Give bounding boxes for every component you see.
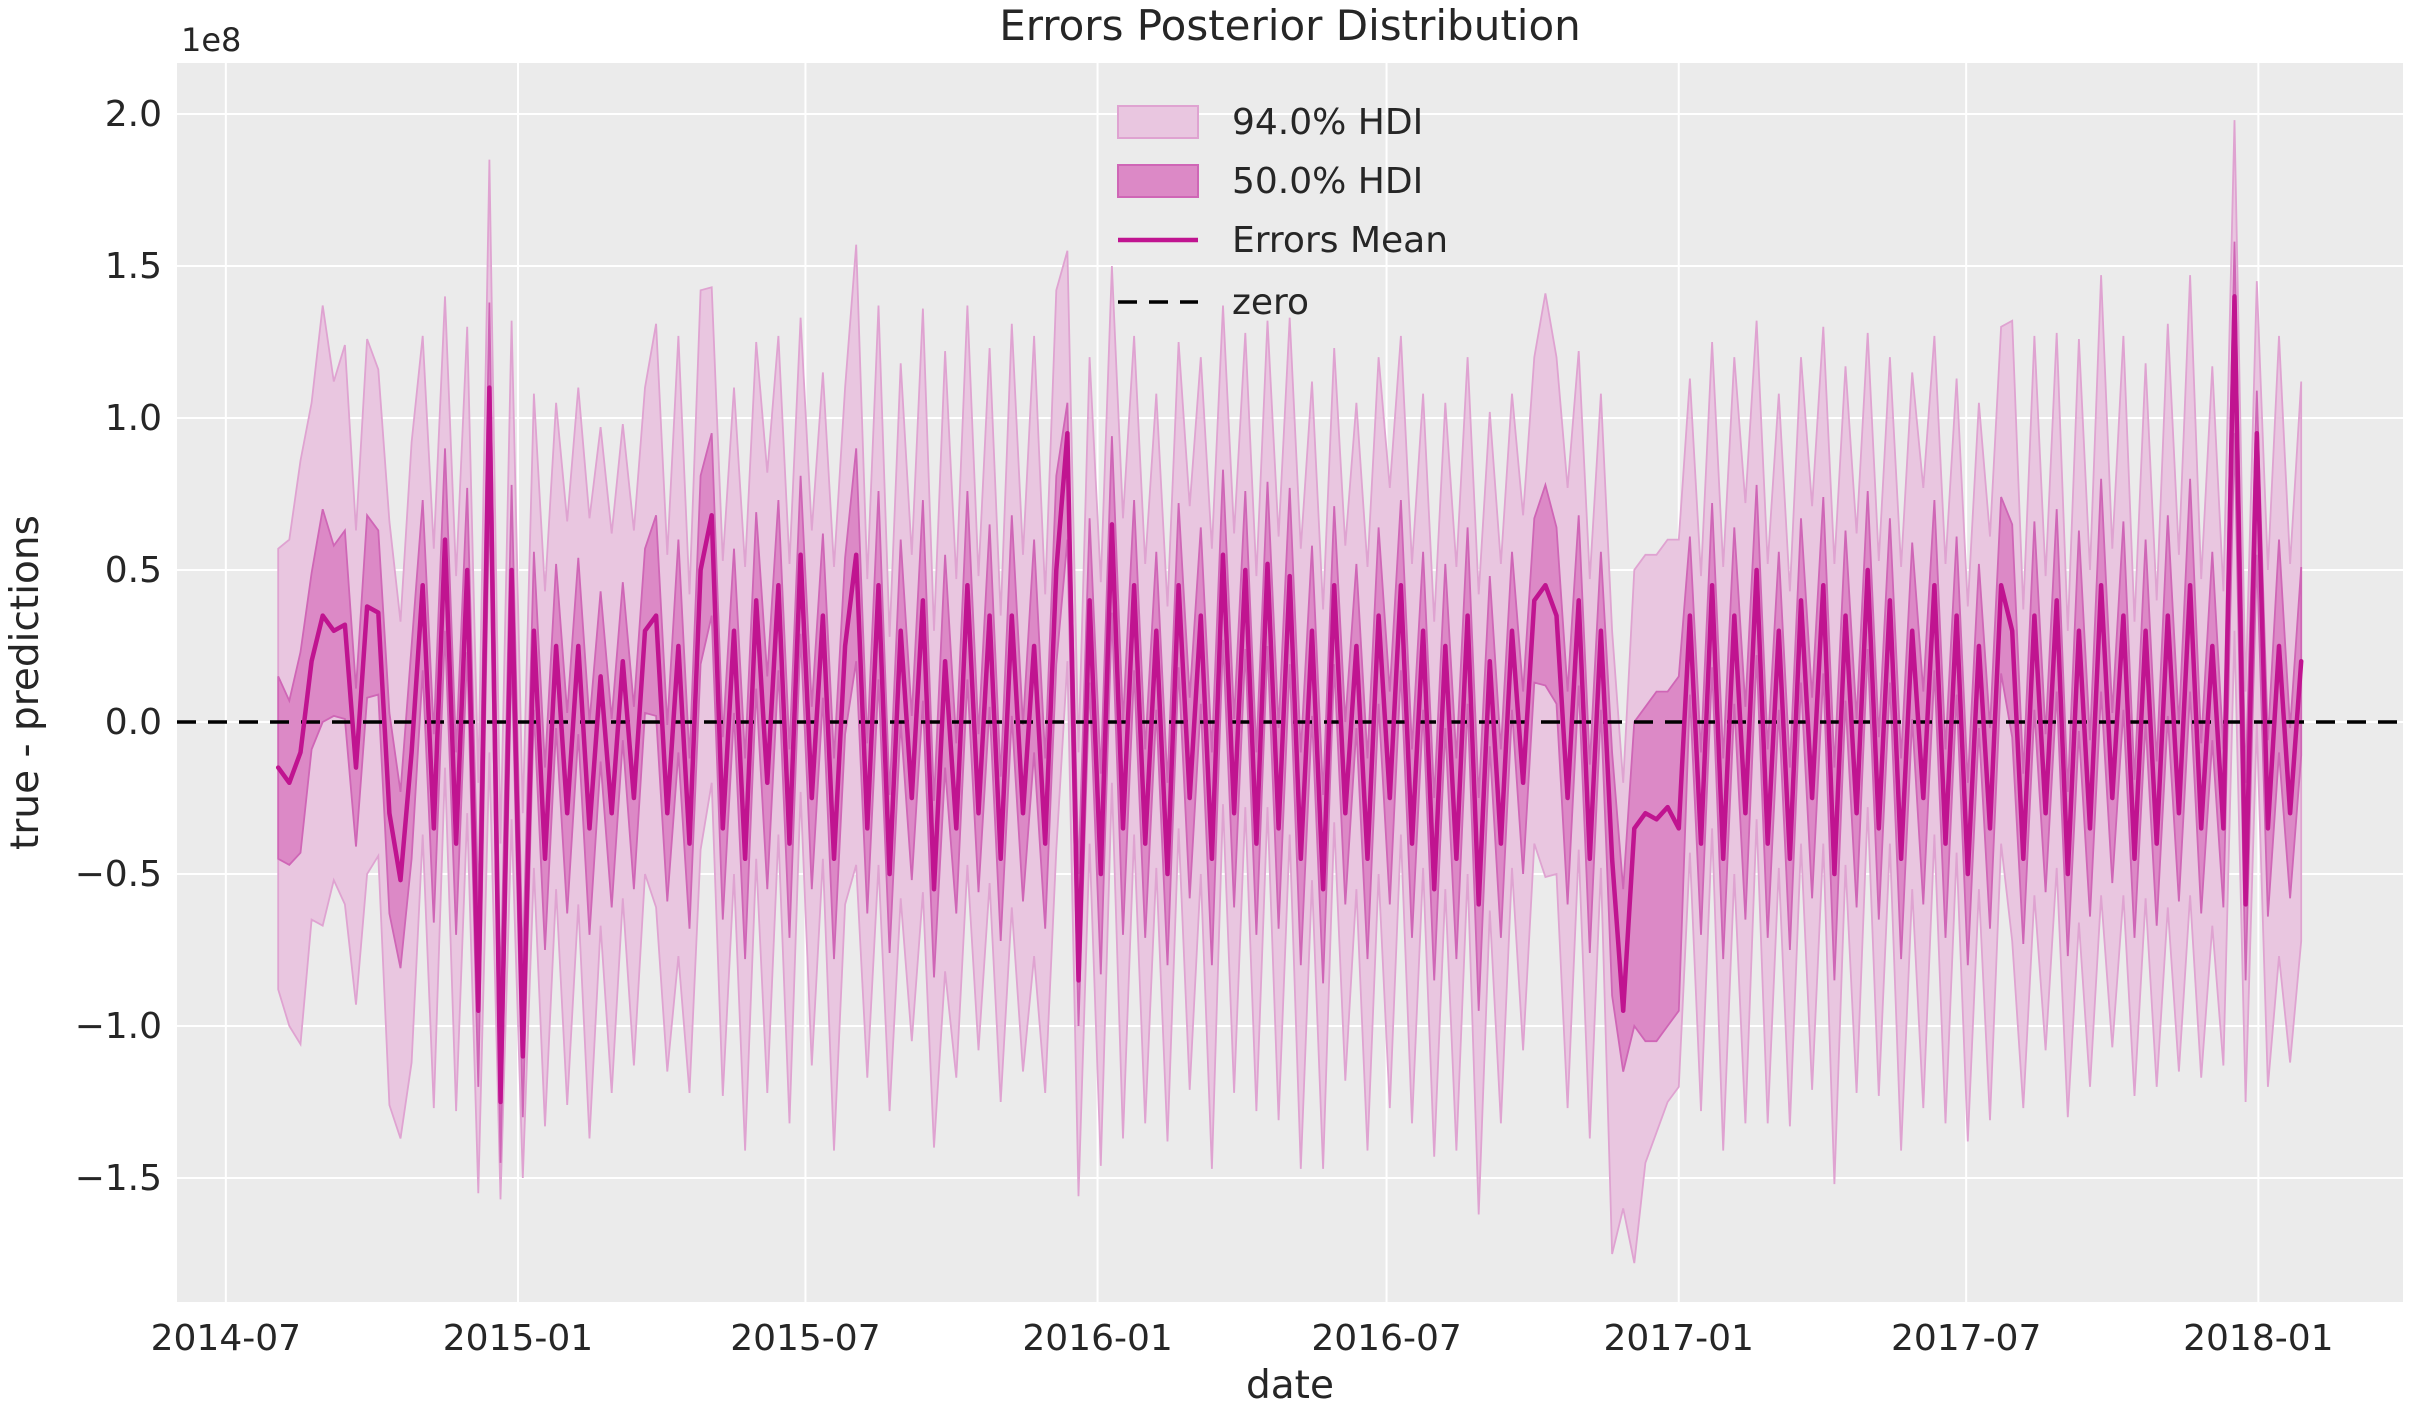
- legend-item-band50: 50.0% HDI: [1117, 161, 1423, 202]
- legend-label: Errors Mean: [1232, 220, 1448, 261]
- x-tick-label: 2017-01: [1604, 1318, 1754, 1359]
- legend-label: 50.0% HDI: [1232, 161, 1423, 202]
- chart-title: Errors Posterior Distribution: [999, 1, 1581, 50]
- x-axis-label: date: [1246, 1363, 1334, 1408]
- hdi94-band: [277, 120, 2303, 1264]
- y-tick-label: 0.5: [105, 550, 162, 591]
- x-tick-label: 2018-01: [2183, 1318, 2333, 1359]
- y-tick-label: 0.0: [105, 702, 162, 743]
- y-tick-label: −0.5: [75, 854, 162, 895]
- x-tick-label: 2015-01: [443, 1318, 593, 1359]
- legend-item-zero: zero: [1118, 282, 1309, 323]
- y-tick-label: −1.5: [75, 1158, 162, 1199]
- y-axis-label: true - predictions: [3, 515, 48, 850]
- x-tick-label: 2015-07: [730, 1318, 880, 1359]
- legend-item-band94: 94.0% HDI: [1117, 102, 1423, 143]
- band50-swatch: [1117, 164, 1199, 198]
- x-tick-label: 2014-07: [151, 1318, 301, 1359]
- errors-mean-line: [275, 294, 2304, 1105]
- axis-offset-text: 1e8: [181, 21, 241, 59]
- y-tick-label: 2.0: [105, 94, 162, 135]
- legend-label: 94.0% HDI: [1232, 102, 1423, 143]
- y-tick-label: 1.5: [105, 246, 162, 287]
- x-tick-label: 2016-07: [1311, 1318, 1461, 1359]
- legend: 94.0% HDI 50.0% HDI Errors Mean zero: [1117, 102, 1448, 323]
- x-tick-label: 2016-01: [1022, 1318, 1172, 1359]
- band94-swatch: [1117, 105, 1199, 139]
- y-tick-label: 1.0: [105, 398, 162, 439]
- legend-item-mean: Errors Mean: [1118, 220, 1448, 261]
- legend-label: zero: [1232, 282, 1309, 323]
- y-tick-label: −1.0: [75, 1006, 162, 1047]
- x-tick-label: 2017-07: [1891, 1318, 2041, 1359]
